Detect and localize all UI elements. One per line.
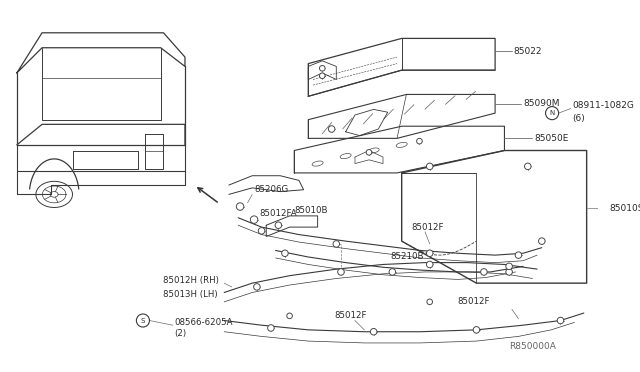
Text: 85206G: 85206G [254, 185, 289, 194]
Circle shape [525, 163, 531, 170]
Circle shape [481, 269, 487, 275]
Text: 85022: 85022 [514, 47, 542, 56]
Circle shape [338, 269, 344, 275]
Circle shape [426, 163, 433, 170]
Circle shape [557, 317, 564, 324]
Circle shape [389, 269, 396, 275]
Circle shape [426, 250, 433, 257]
Circle shape [253, 283, 260, 290]
Circle shape [427, 299, 433, 305]
Text: 08911-1082G: 08911-1082G [573, 101, 634, 110]
Circle shape [275, 222, 282, 228]
Text: R850000A: R850000A [509, 342, 556, 351]
Circle shape [250, 216, 258, 223]
Circle shape [333, 241, 340, 247]
Circle shape [417, 138, 422, 144]
Circle shape [236, 203, 244, 210]
Circle shape [371, 328, 377, 335]
Text: S: S [141, 318, 145, 324]
Text: 85090M: 85090M [523, 99, 559, 108]
Circle shape [259, 228, 265, 234]
Text: 85210B: 85210B [390, 253, 424, 262]
Text: 85013H (LH): 85013H (LH) [163, 290, 218, 299]
Circle shape [506, 263, 513, 270]
Text: 85012F: 85012F [458, 297, 490, 306]
Circle shape [473, 327, 480, 333]
Circle shape [506, 269, 513, 275]
Circle shape [319, 73, 325, 78]
Text: 08566-6205A: 08566-6205A [175, 318, 233, 327]
Circle shape [282, 250, 288, 257]
Circle shape [426, 261, 433, 268]
Text: 85010S: 85010S [609, 204, 640, 213]
Circle shape [328, 126, 335, 132]
Circle shape [545, 107, 559, 120]
Text: 85012F: 85012F [335, 311, 367, 320]
Circle shape [268, 325, 274, 331]
Text: N: N [550, 110, 555, 116]
Text: 85010B: 85010B [294, 206, 328, 215]
Text: 85012F: 85012F [411, 222, 444, 232]
Text: 85012FA: 85012FA [260, 209, 298, 218]
Circle shape [319, 65, 325, 71]
Circle shape [538, 238, 545, 244]
Text: (6): (6) [573, 114, 586, 123]
Circle shape [287, 313, 292, 319]
Circle shape [366, 150, 372, 155]
Circle shape [515, 252, 522, 259]
Text: 85012H (RH): 85012H (RH) [163, 276, 220, 285]
Text: 85050E: 85050E [534, 134, 569, 143]
Circle shape [136, 314, 150, 327]
Text: (2): (2) [175, 329, 187, 338]
